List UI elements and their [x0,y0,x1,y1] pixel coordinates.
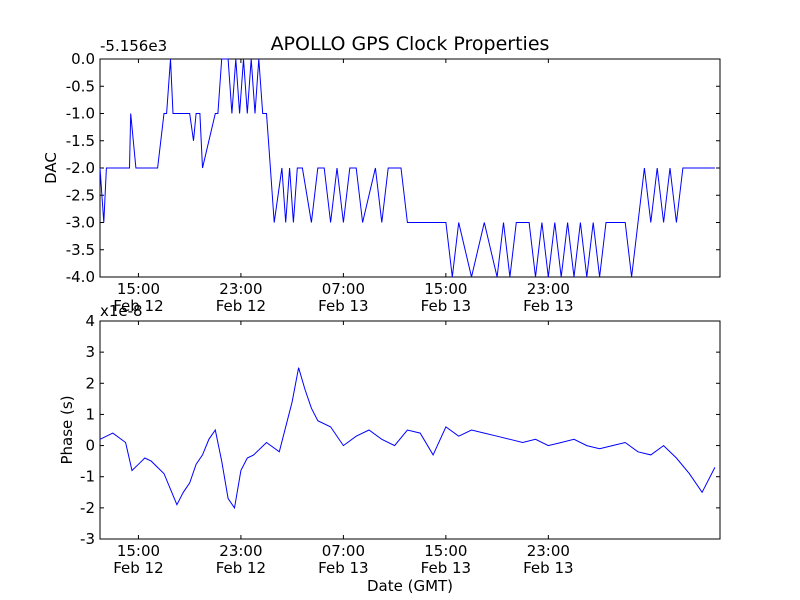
chart-title: APOLLO GPS Clock Properties [271,33,550,55]
dac-offset-label: -5.156e3 [100,37,167,55]
x-tick-label-date: Feb 13 [421,559,471,577]
y-tick-label: -3 [80,530,95,548]
y-tick-label: -0.5 [66,77,95,95]
y-tick-label: -1.5 [66,132,95,150]
x-axis-label: Date (GMT) [367,577,453,595]
x-tick-label-date: Feb 12 [216,297,266,315]
x-tick-label-date: Feb 13 [523,297,573,315]
x-tick-label-date: Feb 13 [421,297,471,315]
axes-frame [99,320,721,540]
x-tick-label-time: 07:00 [322,280,365,298]
y-tick-label: -2.0 [66,159,95,177]
phase-offset-label: x1e-8 [100,302,143,320]
y-tick-label: 0 [85,437,95,455]
y-tick-label: 0.0 [71,50,95,68]
y-tick-label: -2 [80,499,95,517]
series-line [99,367,716,510]
x-tick-label-date: Feb 13 [523,559,573,577]
y-tick-label: -3.5 [66,241,95,259]
x-tick-label-time: 15:00 [117,280,160,298]
x-tick-label-time: 23:00 [219,280,262,298]
series-line [99,58,715,278]
y-tick-label: 4 [85,312,95,330]
y-tick-label: 2 [85,374,95,392]
y-tick-label: -3.0 [66,214,95,232]
y-tick-label: 1 [85,405,95,423]
y-tick-label: -1.0 [66,105,95,123]
x-tick-label-date: Feb 13 [318,297,368,315]
x-tick-label-date: Feb 12 [113,559,163,577]
dac-ylabel: DAC [42,152,60,184]
x-tick-label-time: 23:00 [219,542,262,560]
x-tick-label-time: 07:00 [322,542,365,560]
dac-axes: 0.0 -0.5 -1.0 -1.5 -2.0 -2.5 -3.0 -3.5 -4.0 15:00… [66,50,721,315]
x-tick-label-time: 23:00 [527,280,570,298]
phase-ylabel: Phase (s) [58,395,76,464]
x-tick-label-time: 23:00 [527,542,570,560]
y-tick-label: -4.0 [66,268,95,286]
y-tick-label: -2.5 [66,186,95,204]
y-tick-label: 3 [85,343,95,361]
x-tick-label-time: 15:00 [424,280,467,298]
y-tick-label: -1 [80,468,95,486]
axes-frame [99,58,721,278]
x-tick-label-date: Feb 13 [318,559,368,577]
x-tick-label-date: Feb 12 [113,297,163,315]
x-tick-label-date: Feb 12 [216,559,266,577]
x-tick-label-time: 15:00 [424,542,467,560]
x-tick-label-time: 15:00 [117,542,160,560]
